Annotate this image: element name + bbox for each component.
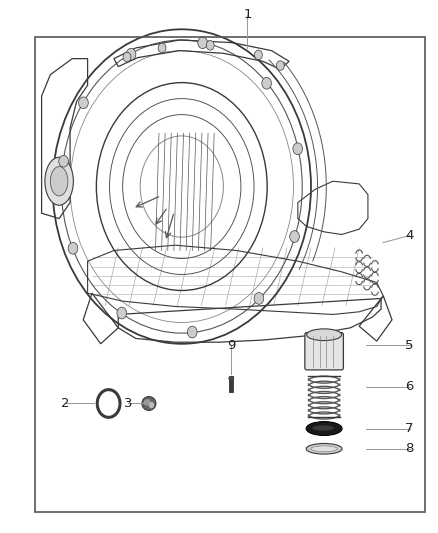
Circle shape [123,52,131,62]
Text: 6: 6 [405,381,414,393]
Text: 1: 1 [243,9,252,21]
Bar [35,37,425,512]
Circle shape [254,293,264,304]
Circle shape [158,43,166,53]
Text: 4: 4 [405,229,414,242]
Text: 8: 8 [405,442,414,455]
Ellipse shape [45,157,74,205]
Circle shape [126,49,136,60]
Text: 7: 7 [405,422,414,435]
Circle shape [262,77,272,89]
Text: 5: 5 [405,339,414,352]
Circle shape [290,231,299,243]
Circle shape [206,41,214,50]
Ellipse shape [142,397,156,410]
FancyBboxPatch shape [305,333,343,370]
Circle shape [117,307,127,319]
Ellipse shape [307,329,342,341]
Circle shape [254,50,262,60]
Circle shape [276,61,284,70]
Ellipse shape [144,399,151,406]
Circle shape [187,326,197,338]
Text: 3: 3 [124,397,132,410]
Ellipse shape [312,425,334,431]
Circle shape [149,402,154,408]
Ellipse shape [306,422,342,435]
Text: 2: 2 [60,397,69,410]
Circle shape [68,243,78,254]
Text: 9: 9 [227,339,236,352]
Ellipse shape [229,377,234,379]
Circle shape [59,155,68,167]
Circle shape [79,97,88,109]
Ellipse shape [311,446,337,452]
Circle shape [293,143,303,155]
Ellipse shape [50,166,68,196]
Circle shape [198,37,208,49]
Ellipse shape [306,443,342,454]
